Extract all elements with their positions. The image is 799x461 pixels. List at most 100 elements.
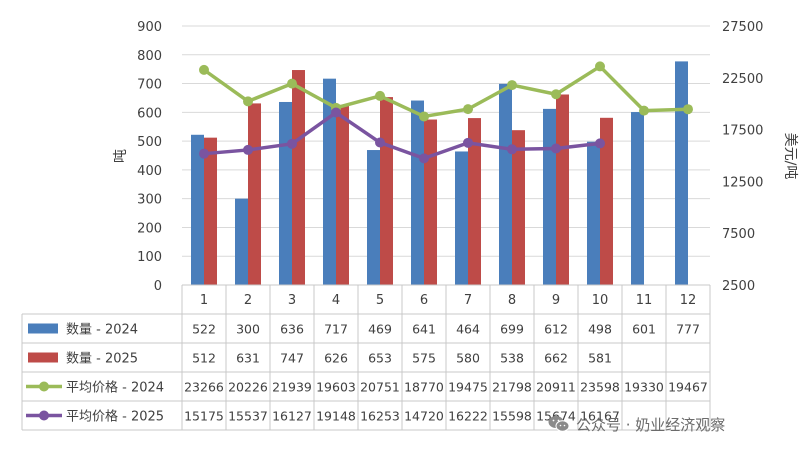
data-label: 581 [588, 351, 612, 366]
data-label: 662 [544, 351, 568, 366]
y2-tick-label: 12500 [722, 175, 763, 190]
data-label: 717 [324, 322, 348, 337]
x-tick-label: 9 [552, 293, 560, 308]
data-point [287, 138, 297, 149]
data-label: 19467 [668, 380, 708, 395]
y2-tick-label: 27500 [722, 20, 763, 35]
data-label: 538 [500, 351, 524, 366]
legend-key-marker [39, 410, 49, 421]
bar [631, 112, 644, 285]
y2-tick-label: 17500 [722, 124, 763, 139]
data-label: 464 [456, 322, 480, 337]
data-label: 747 [280, 351, 304, 366]
data-point [375, 90, 385, 101]
data-label: 15537 [228, 409, 268, 424]
data-point [639, 105, 649, 116]
data-label: 653 [368, 351, 392, 366]
data-label: 641 [412, 322, 436, 337]
data-label: 18770 [404, 380, 444, 395]
bar [336, 104, 349, 286]
y-tick-label: 200 [137, 221, 162, 236]
legend-label: 数量 - 2025 [66, 352, 138, 367]
y-tick-label: 800 [137, 49, 162, 64]
legend-key [28, 352, 58, 363]
data-point [199, 64, 209, 75]
data-label: 699 [500, 322, 524, 337]
bar [556, 94, 569, 285]
bar [380, 97, 393, 285]
legend-label: 平均价格 - 2025 [66, 409, 164, 425]
y-tick-label: 100 [137, 250, 162, 265]
data-point [419, 111, 429, 122]
data-point [595, 138, 605, 149]
watermark-text: 公众号 · 奶业经济观察 [576, 415, 726, 434]
y-tick-label: 700 [137, 78, 162, 93]
bar [235, 198, 248, 285]
bar [248, 103, 261, 285]
bar [367, 150, 380, 285]
y-tick-label: 600 [137, 106, 162, 121]
y-tick-label: 400 [137, 164, 162, 179]
data-label: 20226 [228, 380, 268, 395]
x-tick-label: 4 [332, 293, 340, 308]
data-point [551, 143, 561, 154]
y-tick-label: 500 [137, 135, 162, 150]
data-point [243, 96, 253, 107]
data-label: 777 [676, 322, 700, 337]
data-label: 580 [456, 351, 480, 366]
data-label: 522 [192, 322, 216, 337]
x-tick-label: 3 [288, 293, 296, 308]
data-label: 23598 [580, 380, 620, 395]
data-label: 15674 [536, 409, 576, 424]
data-label: 16167 [580, 409, 620, 424]
bar [587, 141, 600, 285]
data-label: 16127 [272, 409, 312, 424]
bar [512, 130, 525, 285]
legend-label: 平均价格 - 2024 [66, 380, 164, 396]
data-label: 19148 [316, 409, 356, 424]
x-tick-label: 10 [592, 293, 609, 308]
bar [455, 151, 468, 285]
data-label: 469 [368, 322, 392, 337]
bar [543, 108, 556, 285]
series-line [203, 110, 601, 161]
x-tick-label: 11 [636, 293, 653, 308]
data-label: 498 [588, 322, 612, 337]
data-point [463, 104, 473, 115]
data-label: 14720 [404, 409, 444, 424]
data-label: 16253 [360, 409, 400, 424]
data-label: 19330 [624, 380, 664, 395]
bar [499, 83, 512, 286]
bar [600, 117, 613, 285]
watermark: 公众号 · 奶业经济观察 [548, 412, 725, 436]
x-tick-label: 6 [420, 293, 428, 308]
data-label: 575 [412, 351, 436, 366]
legend-label: 数量 - 2024 [66, 323, 138, 338]
legend-key-marker [39, 381, 49, 392]
data-point [375, 137, 385, 148]
series-line [202, 64, 689, 119]
data-point [507, 144, 517, 155]
bar [675, 61, 688, 285]
bar [292, 70, 305, 285]
data-label: 601 [632, 322, 656, 337]
data-point [419, 153, 429, 164]
data-point [199, 148, 209, 159]
bar [424, 119, 437, 286]
data-point [243, 144, 253, 155]
bar [468, 118, 481, 285]
data-point [551, 89, 561, 100]
y-tick-label: 0 [154, 279, 162, 294]
data-label: 21939 [272, 380, 312, 395]
data-label: 300 [236, 322, 260, 337]
x-tick-label: 12 [680, 293, 697, 308]
bar [279, 101, 292, 286]
data-label: 15598 [492, 409, 532, 424]
data-point [683, 104, 693, 115]
x-tick-label: 2 [244, 293, 252, 308]
data-label: 512 [192, 351, 216, 366]
data-label: 631 [236, 351, 260, 366]
data-label: 19475 [448, 380, 488, 395]
